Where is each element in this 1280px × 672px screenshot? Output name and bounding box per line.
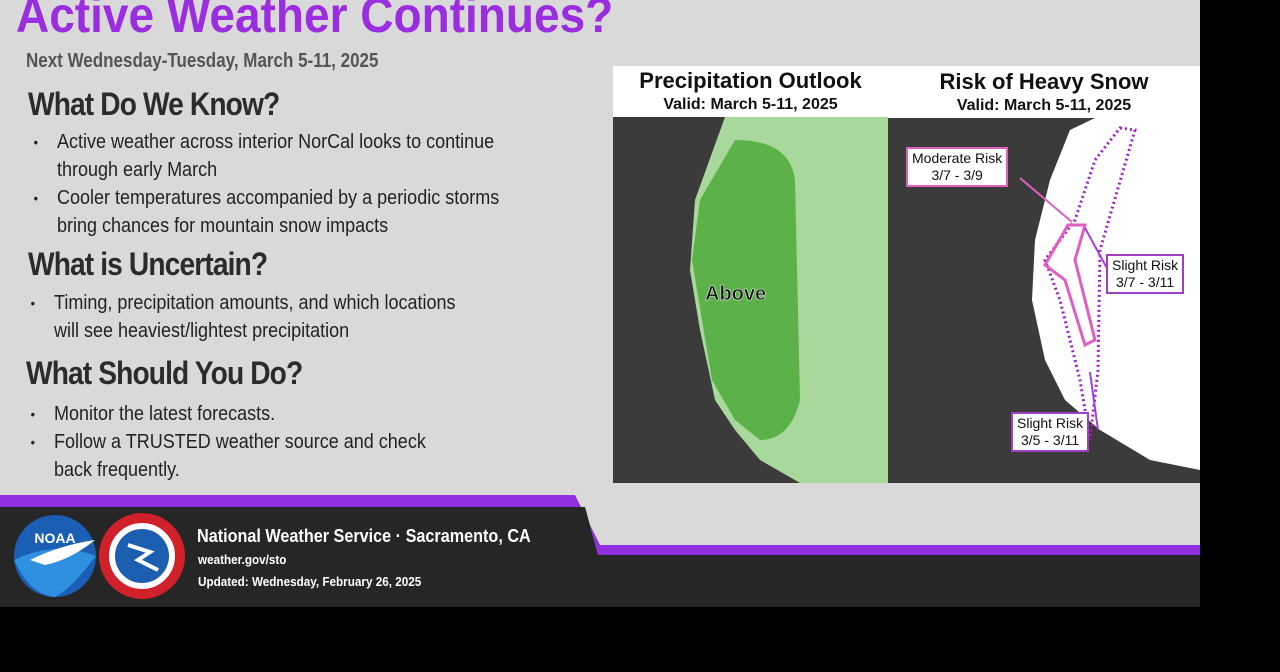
risk-dates: 3/7 - 3/11 — [1116, 274, 1175, 290]
moderate-outline — [1043, 223, 1097, 348]
noaa-gull — [30, 540, 95, 565]
map-subtitle: Valid: March 5-11, 2025 — [956, 97, 1132, 114]
graphics: NOAA — [0, 66, 1200, 607]
risk-dates: 3/5 - 3/11 — [1021, 432, 1080, 448]
risk-name: Slight Risk — [1017, 415, 1084, 431]
slight-outline — [1043, 126, 1137, 441]
updated: Updated: Wednesday, February 26, 2025 — [198, 574, 422, 589]
nws-ring — [99, 513, 185, 599]
map-subtitle: Valid: March 5-11, 2025 — [663, 96, 838, 113]
map-header — [613, 66, 888, 117]
url: weather.gov/sto — [198, 552, 287, 567]
purple-band — [0, 495, 1200, 555]
heading: What Should You Do? — [26, 355, 303, 391]
risk-box: Slight Risk 3/5 - 3/11 — [1011, 412, 1090, 452]
bullet: Follow a TRUSTED weather source and chec… — [31, 428, 468, 484]
title: Active Weather Continues? — [16, 0, 614, 43]
bullet: Monitor the latest forecasts. — [31, 400, 522, 428]
risk-name: Moderate Risk — [912, 150, 1003, 166]
risk-box: Slight Risk 3/7 - 3/11 — [1106, 254, 1185, 294]
subtitle: Next Wednesday-Tuesday, March 5-11, 2025 — [26, 50, 379, 72]
heading: What Do We Know? — [28, 86, 280, 122]
map-title: Risk of Heavy Snow — [939, 69, 1149, 94]
arrow — [1019, 177, 1073, 223]
bullet: Cooler temperatures accompanied by a per… — [34, 184, 525, 240]
map-header — [888, 66, 1200, 118]
risk-name: Slight Risk — [1112, 257, 1179, 273]
bullet: Timing, precipitation amounts, and which… — [31, 289, 477, 345]
office: National Weather Service · Sacramento, C… — [197, 526, 531, 546]
bullet: Active weather across interior NorCal lo… — [34, 128, 525, 184]
risk-box: Moderate Risk 3/7 - 3/9 — [906, 147, 1009, 187]
footer-bg — [0, 507, 1200, 607]
arrow — [1084, 227, 1109, 271]
arrow — [1089, 371, 1099, 431]
risk-dates: 3/7 - 3/9 — [931, 167, 983, 183]
above-area — [692, 140, 800, 440]
map-title: Precipitation Outlook — [639, 68, 862, 93]
noaa-text: NOAA — [34, 530, 75, 546]
land — [1032, 118, 1200, 470]
map-label: Above — [705, 283, 767, 306]
heading: What is Uncertain? — [28, 246, 268, 282]
nws-bolt — [127, 543, 159, 572]
